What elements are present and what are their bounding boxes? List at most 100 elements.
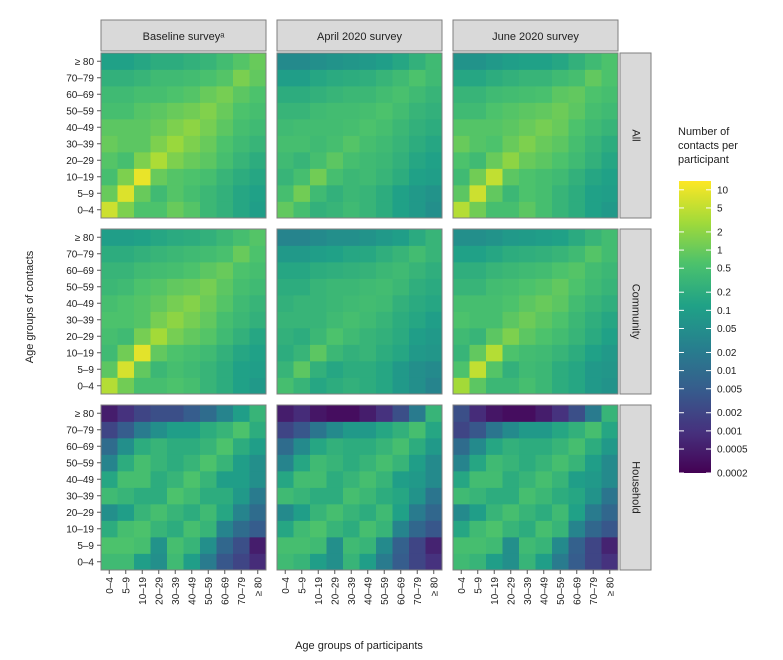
heatmap-cell [200, 421, 217, 439]
heatmap-cell [277, 295, 294, 312]
heatmap-cell [425, 53, 443, 70]
heatmap-cell [310, 245, 327, 263]
heatmap-cell [453, 119, 470, 136]
heatmap-cell [326, 135, 344, 153]
heatmap-cell [216, 438, 234, 455]
heatmap-cell [249, 361, 267, 378]
heatmap-cell [469, 69, 487, 87]
heatmap-cell [326, 245, 344, 263]
heatmap-panel-all-2 [276, 52, 443, 219]
heatmap-cell [233, 53, 250, 70]
heatmap-cell [568, 361, 586, 378]
heatmap-cell [293, 377, 311, 395]
heatmap-cell [469, 471, 487, 488]
heatmap-cell [150, 102, 168, 120]
heatmap-cell [409, 438, 426, 455]
heatmap-cell [343, 361, 360, 378]
heatmap-cell [409, 201, 426, 219]
heatmap-cell [326, 471, 344, 488]
heatmap-cell [293, 311, 311, 329]
heatmap-cell [167, 553, 184, 571]
heatmap-cell [469, 135, 487, 153]
heatmap-cell [277, 119, 294, 136]
heatmap-cell [326, 438, 344, 455]
heatmap-cell [486, 553, 503, 571]
legend-tick-label: 0.02 [717, 348, 737, 359]
heatmap-cell [409, 454, 426, 472]
heatmap-cell [453, 405, 470, 422]
heatmap-cell [277, 69, 294, 87]
heatmap-cell [392, 262, 410, 279]
x-tick-label: 10–19 [490, 577, 501, 605]
heatmap-cell [502, 405, 520, 422]
heatmap-cell [568, 229, 586, 246]
heatmap-cell [535, 262, 553, 279]
heatmap-cell [134, 119, 151, 136]
heatmap-cell [150, 537, 168, 554]
heatmap-cell [535, 102, 553, 120]
heatmap-cell [293, 229, 311, 246]
x-axis-title: Age groups of participants [295, 640, 423, 652]
heatmap-cell [392, 361, 410, 378]
heatmap-cell [200, 229, 217, 246]
heatmap-cell [101, 185, 118, 202]
heatmap-cell [376, 86, 393, 103]
heatmap-cell [453, 328, 470, 345]
heatmap-cell [568, 438, 586, 455]
heatmap-cell [200, 553, 217, 571]
heatmap-cell [101, 504, 118, 521]
heatmap-cell [233, 361, 250, 378]
heatmap-cell [486, 53, 503, 70]
heatmap-cell [216, 119, 234, 136]
heatmap-cell [392, 278, 410, 296]
heatmap-cell [117, 53, 135, 70]
heatmap-cell [535, 421, 553, 439]
y-tick-label: ≥ 80 [75, 409, 95, 420]
heatmap-cell [453, 295, 470, 312]
heatmap-cell [117, 86, 135, 103]
heatmap-cell [200, 537, 217, 554]
heatmap-cell [585, 201, 602, 219]
heatmap-cell [502, 520, 520, 538]
heatmap-cell [310, 168, 327, 186]
heatmap-cell [552, 344, 569, 362]
heatmap-cell [568, 152, 586, 169]
heatmap-cell [469, 295, 487, 312]
heatmap-cell [293, 201, 311, 219]
heatmap-cell [343, 185, 360, 202]
x-tick-label: 10–19 [138, 577, 149, 605]
heatmap-cell [409, 328, 426, 345]
heatmap-cell [326, 311, 344, 329]
heatmap-cell [249, 119, 267, 136]
heatmap-cell [453, 201, 470, 219]
heatmap-cell [585, 361, 602, 378]
heatmap-cell [310, 185, 327, 202]
heatmap-cell [601, 471, 619, 488]
heatmap-cell [359, 361, 377, 378]
heatmap-cell [233, 311, 250, 329]
heatmap-cell [359, 311, 377, 329]
heatmap-cell [409, 361, 426, 378]
heatmap-cell [233, 245, 250, 263]
heatmap-cell [343, 86, 360, 103]
heatmap-cell [150, 152, 168, 169]
heatmap-cell [343, 438, 360, 455]
panel-border [100, 404, 267, 571]
heatmap-cell [392, 487, 410, 505]
heatmap-cell [425, 119, 443, 136]
heatmap-cell [117, 295, 135, 312]
heatmap-cell [277, 344, 294, 362]
heatmap-cell [535, 168, 553, 186]
heatmap-cell [376, 278, 393, 296]
heatmap-cell [425, 454, 443, 472]
heatmap-cell [183, 344, 201, 362]
panel-border [100, 228, 267, 395]
column-strip-label: April 2020 survey [317, 31, 402, 43]
heatmap-cell [519, 229, 536, 246]
heatmap-cell [310, 438, 327, 455]
heatmap-cell [535, 201, 553, 219]
heatmap-cell [359, 201, 377, 219]
heatmap-cell [200, 168, 217, 186]
heatmap-cell [343, 454, 360, 472]
heatmap-cell [359, 119, 377, 136]
